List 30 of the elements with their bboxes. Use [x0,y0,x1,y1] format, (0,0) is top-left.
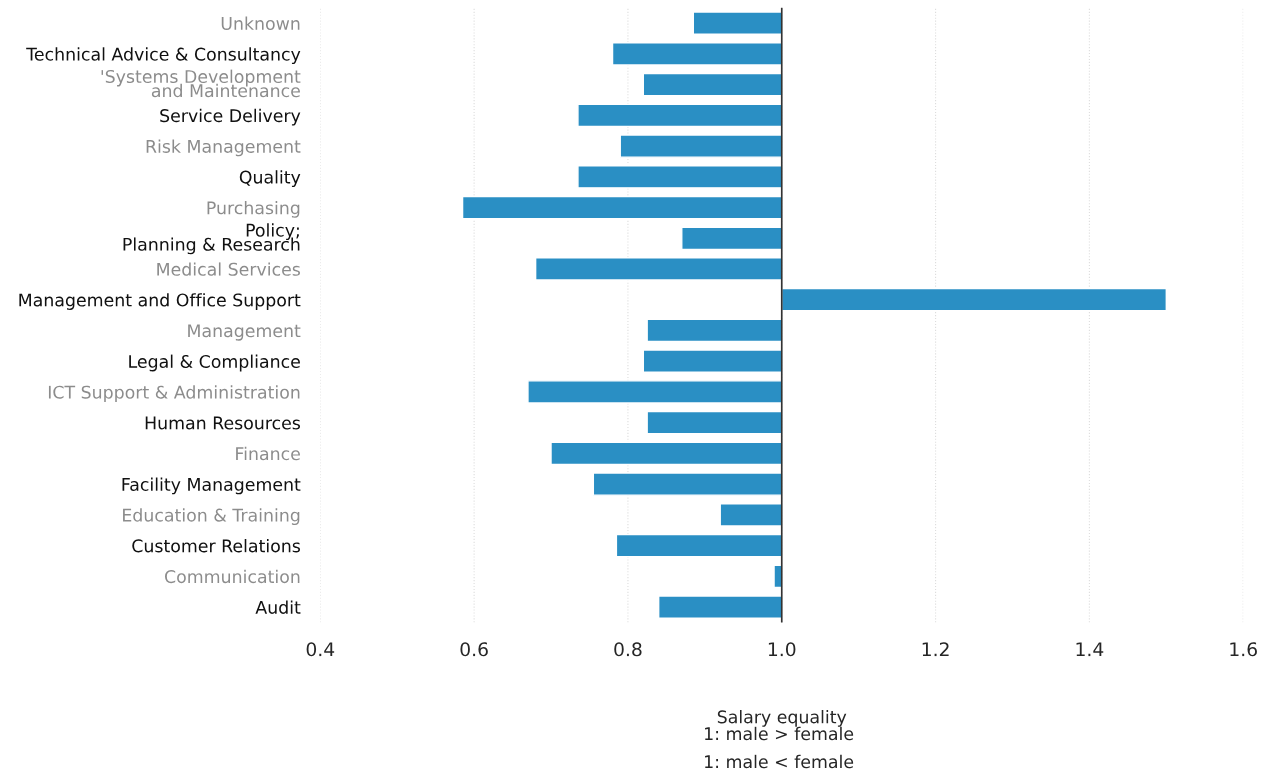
x-tick-label: 0.4 [306,642,335,657]
y-tick-label: Policy; Planning & Research [123,223,300,255]
x-tick-label: 1.2 [922,642,949,657]
y-tick-label: Management and Office Support [19,293,301,310]
x-tick-label: 1.0 [768,642,796,657]
y-tick-label: Customer Relations [132,538,301,553]
y-tick-label: Quality [239,170,301,188]
x-tick-label: 0.8 [614,642,642,657]
y-tick-label: Risk Management [146,139,301,157]
y-tick-label: Finance [236,446,300,461]
y-tick-label: Communication [164,569,300,584]
y-tick-label: Medical Services [157,262,300,276]
y-tick-label: Facility Management [122,477,301,495]
y-tick-label: Audit [255,600,301,614]
y-tick-label: Management [188,324,301,341]
y-tick-label: 'Systems Development and Maintenance [101,69,301,98]
y-tick-label: Human Resources [145,416,301,430]
y-tick-label: Technical Advice & Consultancy [26,47,301,65]
x-tick-label: 1.6 [1230,642,1257,657]
x-tick-label: 1.4 [1076,642,1104,657]
x-tick-label: 0.6 [460,642,488,657]
x-axis-title: Salary equality [717,709,847,727]
y-tick-label: Education & Training [123,508,300,526]
y-tick-label: Purchasing [207,200,300,218]
y-tick-label: Unknown [221,16,300,30]
text: 1: male < female [705,754,854,769]
y-tick-label: Service Delivery [160,108,301,126]
text: 1: male > female [705,726,854,741]
y-tick-label: ICT Support & Administration [48,385,300,403]
y-tick-label: Legal & Compliance [129,354,300,372]
